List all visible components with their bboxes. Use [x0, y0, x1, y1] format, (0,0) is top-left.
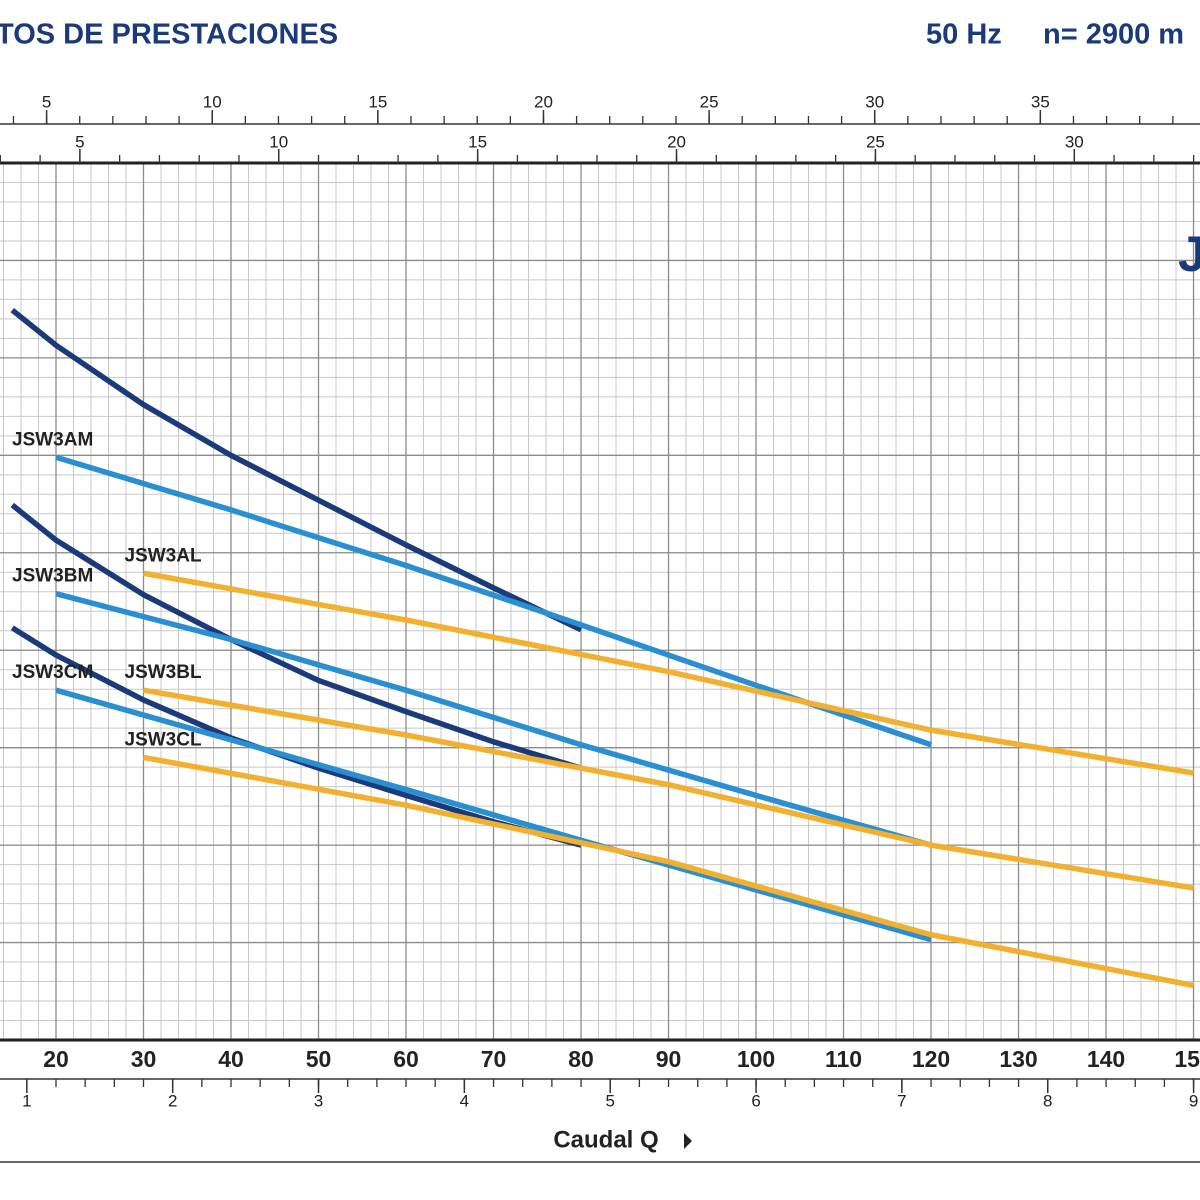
x2-tick-label: 2: [168, 1091, 177, 1110]
x-tick-label: 120: [912, 1046, 950, 1072]
x2-tick-label: 25: [700, 92, 719, 111]
x2-tick-label: 30: [865, 92, 884, 111]
x2-tick-label: 5: [605, 1091, 614, 1110]
x2-tick-label: 5: [42, 92, 51, 111]
x2-tick-label: 3: [314, 1091, 323, 1110]
x-tick-label: 90: [656, 1046, 682, 1072]
x2-tick-label: 10: [269, 132, 288, 151]
curve: [143, 687, 1194, 891]
curve-label: JSW3BM: [12, 566, 93, 587]
x-tick-label: 130: [999, 1046, 1037, 1072]
curve: [55, 591, 932, 848]
grid: [0, 163, 1200, 1040]
x2-tick-label: 15: [368, 92, 387, 111]
curve-label: JSW3AM: [12, 429, 93, 450]
x2-tick-label: 5: [75, 132, 84, 151]
curves: [10, 307, 1195, 989]
curve-label: JSW3CL: [125, 729, 202, 750]
x2-tick-label: 30: [1065, 132, 1084, 151]
curve: [10, 307, 583, 633]
family-label: J: [1178, 226, 1200, 282]
x-tick-label: 30: [131, 1046, 157, 1072]
x2-tick-label: 4: [460, 1091, 469, 1110]
speed: n= 2900 m: [1043, 19, 1184, 51]
x2-tick-label: 9: [1189, 1091, 1198, 1110]
curve: [10, 502, 582, 771]
x-tick-label: 150: [1174, 1046, 1200, 1072]
x-tick-label: 70: [481, 1046, 507, 1072]
chart-title: TOS DE PRESTACIONES: [0, 19, 338, 51]
curve: [55, 687, 932, 943]
x-tick-label: 100: [737, 1046, 775, 1072]
curve-label: JSW3CM: [12, 662, 93, 683]
curve: [143, 570, 1194, 776]
x-tick-label: 50: [306, 1046, 332, 1072]
x2-tick-label: 20: [534, 92, 553, 111]
x2-tick-label: 15: [468, 132, 487, 151]
x-tick-label: 140: [1087, 1046, 1125, 1072]
curve: [143, 754, 1195, 989]
x2-tick-label: 1: [22, 1091, 31, 1110]
x-axis-title: Caudal Q: [553, 1126, 658, 1153]
curve-label: JSW3BL: [125, 662, 202, 683]
x2-tick-label: 7: [897, 1091, 906, 1110]
x2-tick-label: 8: [1043, 1091, 1052, 1110]
x-tick-label: 60: [393, 1046, 419, 1072]
x2-tick-label: 6: [751, 1091, 760, 1110]
frequency: 50 Hz: [926, 19, 1002, 51]
x2-tick-label: 10: [203, 92, 222, 111]
x2-tick-label: 35: [1031, 92, 1050, 111]
x-tick-label: 20: [43, 1046, 69, 1072]
x-tick-label: 80: [568, 1046, 594, 1072]
x-tick-label: 110: [825, 1046, 862, 1072]
x2-tick-label: 25: [866, 132, 885, 151]
x-tick-label: 40: [218, 1046, 244, 1072]
arrow-icon: [684, 1133, 692, 1149]
curve-label: JSW3AL: [125, 545, 202, 566]
x2-tick-label: 20: [667, 132, 686, 151]
